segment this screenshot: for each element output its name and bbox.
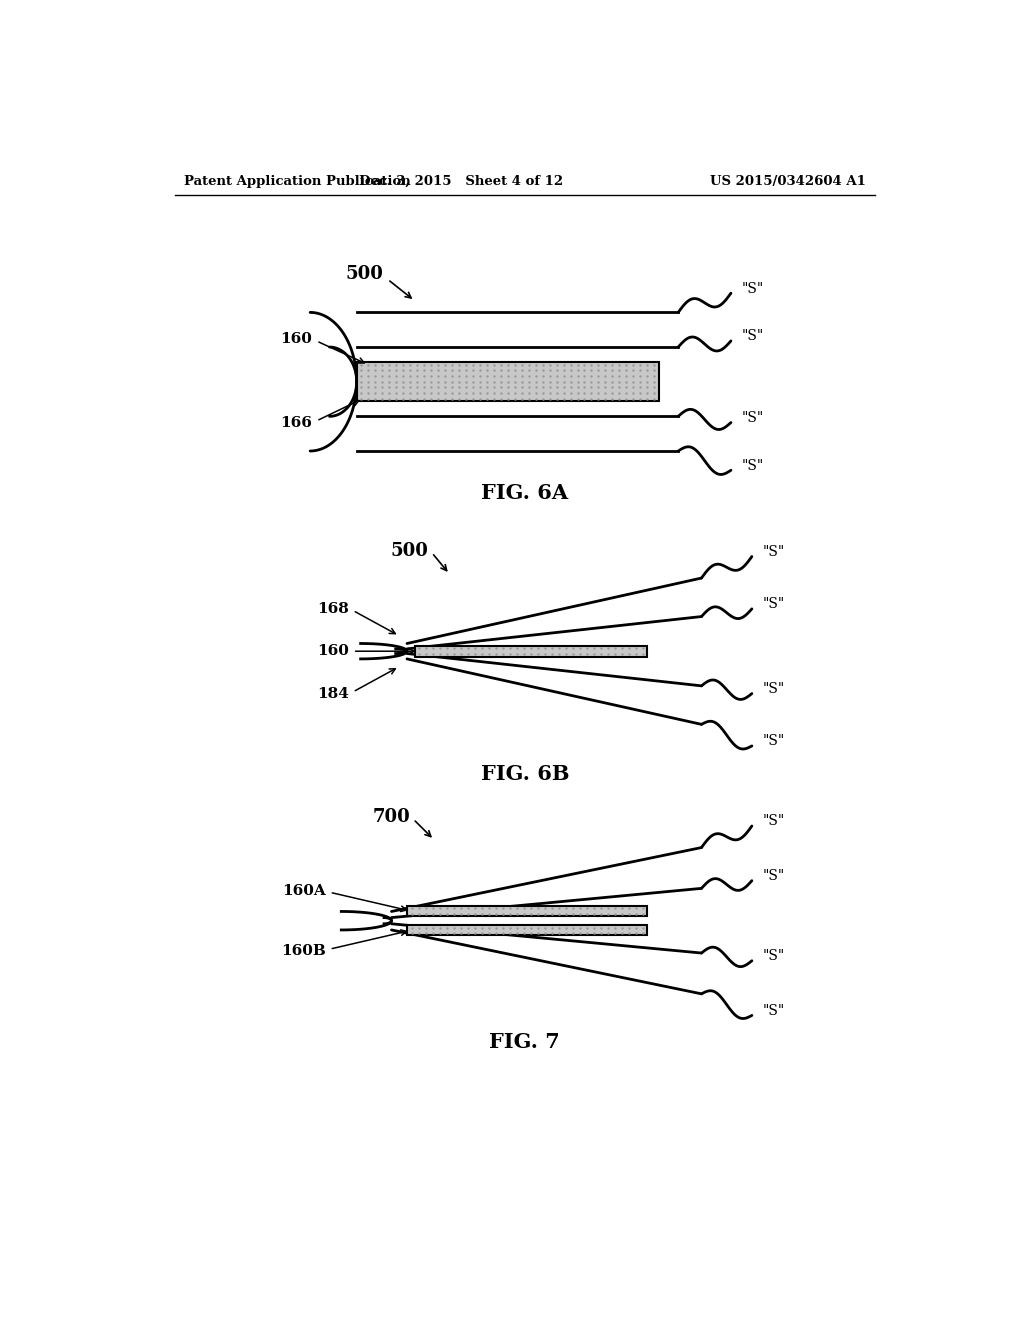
Text: "S": "S" [741, 411, 764, 425]
Text: 500: 500 [391, 543, 429, 560]
Text: US 2015/0342604 A1: US 2015/0342604 A1 [710, 176, 866, 187]
Text: "S": "S" [763, 869, 785, 883]
Text: FIG. 7: FIG. 7 [489, 1032, 560, 1052]
Bar [407, 906, 647, 916]
Text: FIG. 6B: FIG. 6B [480, 764, 569, 784]
Text: 700: 700 [373, 808, 411, 826]
Text: "S": "S" [763, 814, 785, 829]
Bar [415, 645, 647, 656]
Text: "S": "S" [741, 281, 764, 296]
Text: 500: 500 [346, 265, 384, 282]
Text: 160B: 160B [281, 944, 326, 958]
Text: "S": "S" [741, 329, 764, 343]
Text: "S": "S" [741, 458, 764, 473]
Text: 168: 168 [317, 602, 349, 616]
Text: "S": "S" [763, 734, 785, 748]
Text: 184: 184 [317, 686, 349, 701]
Text: 160: 160 [281, 333, 312, 346]
Text: 160: 160 [317, 644, 349, 659]
Text: "S": "S" [763, 1003, 785, 1018]
Bar [407, 925, 647, 936]
Text: "S": "S" [763, 545, 785, 558]
Text: "S": "S" [763, 682, 785, 696]
Text: FIG. 6A: FIG. 6A [481, 483, 568, 503]
Text: "S": "S" [763, 949, 785, 964]
Text: Dec. 3, 2015   Sheet 4 of 12: Dec. 3, 2015 Sheet 4 of 12 [359, 176, 563, 187]
Text: "S": "S" [763, 597, 785, 611]
Text: Patent Application Publication: Patent Application Publication [183, 176, 411, 187]
Text: 166: 166 [281, 416, 312, 429]
Bar [356, 363, 658, 401]
Text: 160A: 160A [282, 883, 326, 898]
